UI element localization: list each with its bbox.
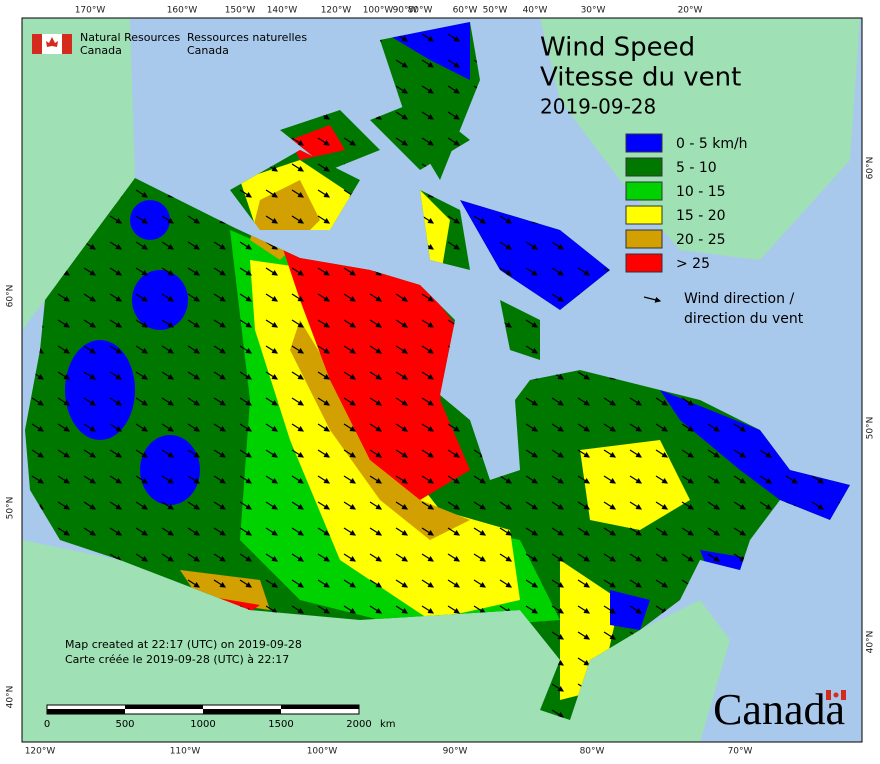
legend-label: 20 - 25	[676, 232, 726, 248]
legend-label: 5 - 10	[676, 160, 717, 176]
longitude-label: 70°W	[728, 747, 753, 757]
legend-swatch	[625, 133, 663, 153]
logo: Natural Resources Canada Ressources natu…	[32, 31, 307, 57]
flag-bar	[32, 34, 42, 54]
longitude-label: 30°W	[581, 6, 606, 16]
longitude-label: 80°W	[408, 6, 433, 16]
graticule-labels: 170°W 160°W 150°W 140°W 120°W 100°W 90°W80°W 60…	[6, 6, 876, 757]
longitude-label: 40°W	[523, 6, 548, 16]
latitude-label: 50°N	[866, 417, 876, 440]
scale-bar: 0 500 1000 1500 2000 km	[44, 704, 396, 730]
scale-segment	[281, 705, 359, 709]
longitude-label: 80°W	[580, 747, 605, 757]
longitude-label: 150°W	[225, 6, 256, 16]
maple-leaf	[833, 692, 839, 698]
wordmark-flag	[826, 690, 846, 700]
note: Carte créée le 2019-09-28 (UTC) à 22:17	[65, 653, 289, 666]
agency-name: Natural Resources	[80, 31, 181, 44]
legend-title: Wind Speed	[540, 33, 695, 63]
longitude-label: 120°W	[321, 6, 352, 16]
scale-label: 2000	[346, 719, 371, 730]
scale-unit: km	[380, 719, 396, 730]
longitude-label: 20°W	[678, 6, 703, 16]
longitude-label: 60°W	[453, 6, 478, 16]
longitude-label: 120°W	[25, 747, 56, 757]
legend-date: 2019-09-28	[540, 95, 656, 119]
legend-label: 15 - 20	[676, 208, 726, 224]
latitude-label: 40°N	[6, 686, 16, 709]
legend-swatch	[625, 229, 663, 249]
legend-label: > 25	[676, 256, 710, 272]
alaska	[22, 18, 135, 330]
flag-bar	[841, 690, 846, 700]
latitude-label: 60°N	[866, 157, 876, 180]
flag-bar	[826, 690, 831, 700]
scale-label: 1000	[190, 719, 215, 730]
legend-swatch	[625, 253, 663, 273]
longitude-label: 100°W	[363, 6, 394, 16]
scale-labels: 0 500 1000 1500 2000	[44, 719, 372, 730]
note: Map created at 22:17 (UTC) on 2019-09-28	[65, 638, 302, 651]
scale-label: 0	[44, 719, 50, 730]
greenland	[540, 18, 860, 260]
latitude-label: 50°N	[6, 497, 16, 520]
longitude-label: 160°W	[167, 6, 198, 16]
longitude-label: 110°W	[170, 747, 201, 757]
latitude-label: 40°N	[866, 631, 876, 654]
longitude-label: 90°W	[393, 6, 418, 16]
legend-swatch	[625, 157, 663, 177]
map-body	[22, 18, 862, 742]
wordmark: Canada	[713, 685, 845, 734]
legend-label: 0 - 5 km/h	[676, 136, 748, 152]
scale-segment	[125, 705, 203, 709]
latitude-label: 60°N	[6, 285, 16, 308]
scale-segment	[47, 709, 125, 714]
longitude-label: 170°W	[75, 6, 106, 16]
united-states	[22, 540, 730, 742]
maple-leaf	[46, 37, 58, 47]
legend-swatch	[625, 181, 663, 201]
scale-segment	[203, 709, 281, 714]
scale-label: 1500	[268, 719, 293, 730]
map-frame	[21, 17, 863, 743]
legend-swatch	[625, 205, 663, 225]
longitude-label: 50°W	[483, 6, 508, 16]
flag-bar	[62, 34, 72, 54]
longitude-label: 90°W	[443, 747, 468, 757]
legend-title: Vitesse du vent	[540, 63, 741, 93]
agency-name: Ressources naturelles	[187, 31, 307, 44]
legend-arrow-label: Wind direction /	[684, 291, 794, 307]
arrow-symbol	[643, 296, 662, 303]
agency-name: Canada	[80, 44, 122, 57]
longitude-label: 140°W	[267, 6, 298, 16]
legend: Wind Speed Vitesse du vent 2019-09-28 0 …	[540, 33, 804, 328]
legend-arrow-label: direction du vent	[684, 311, 804, 327]
agency-name: Canada	[187, 44, 229, 57]
legend-label: 10 - 15	[676, 184, 726, 200]
longitude-label: 100°W	[307, 747, 338, 757]
scale-label: 500	[115, 719, 134, 730]
legend-classes: 0 - 5 km/h 5 - 10 10 - 15 15 - 20 20 - 25 > 2…	[625, 133, 748, 273]
